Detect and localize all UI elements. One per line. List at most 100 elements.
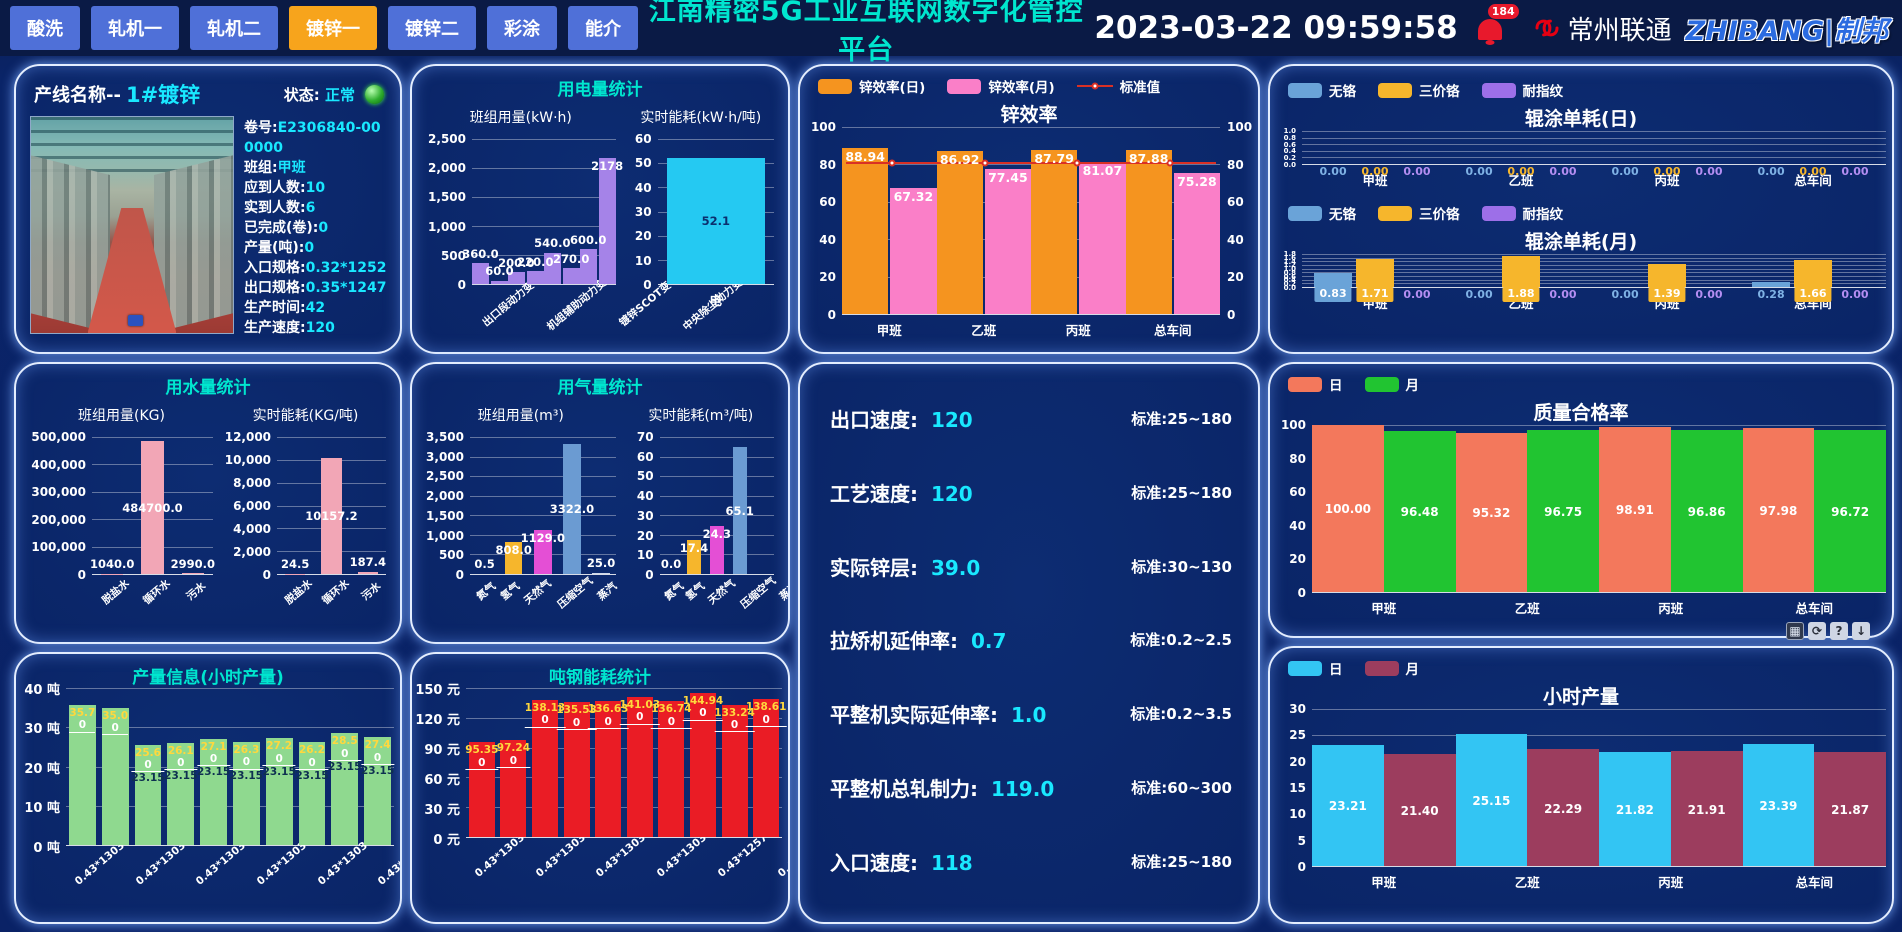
legend-item-月[interactable]: 月 xyxy=(1364,658,1419,678)
help-icon[interactable]: ? xyxy=(1830,622,1848,640)
bar xyxy=(1648,264,1686,287)
bar xyxy=(1173,173,1220,314)
notification-bell-icon[interactable]: 184 xyxy=(1477,4,1519,43)
bar xyxy=(504,542,523,574)
x-label: 氢气 xyxy=(498,580,522,603)
x-label: 污水 xyxy=(184,580,209,603)
legend-item-耐指纹[interactable]: 耐指纹 xyxy=(1481,80,1563,100)
panel-title-roller-day: 辊涂单耗(日) xyxy=(1524,108,1638,130)
legend-item-无铬[interactable]: 无铬 xyxy=(1288,80,1356,100)
nav-tab-彩涂[interactable]: 彩涂 xyxy=(487,6,557,50)
panel-title-zinc: 锌效率 xyxy=(1000,104,1058,126)
bar xyxy=(1502,255,1540,287)
line-name-label: 产线名称-- xyxy=(34,85,121,106)
quality-legend: 日月 xyxy=(1270,364,1892,396)
nav-tab-轧机一[interactable]: 轧机一 xyxy=(91,6,179,50)
x-label: 丙班 xyxy=(1065,323,1091,338)
legend-swatch xyxy=(1288,660,1322,676)
bar xyxy=(500,740,527,837)
legend-swatch xyxy=(818,78,852,94)
bar xyxy=(167,742,195,845)
bar xyxy=(1079,162,1126,314)
legend-item-无铬[interactable]: 无铬 xyxy=(1288,203,1356,223)
restore-icon[interactable]: ⟳ xyxy=(1808,622,1826,640)
x-label: 乙班 xyxy=(1508,173,1534,188)
x-label: 压缩空气 xyxy=(554,574,595,612)
nav-tab-能介[interactable]: 能介 xyxy=(568,6,638,50)
electric-usage-by-substation-chart: 2,500 2,000 1,500 1,000 500 0 360.0 60.0 200.0 22… xyxy=(420,132,745,349)
chart-subtitle: 实时能耗(m³/吨) xyxy=(648,408,754,424)
roller-coating-month-legend: 无铬 三价铬 耐指纹 xyxy=(1270,191,1892,225)
nav-tab-镀锌一[interactable]: 镀锌一 xyxy=(289,6,377,50)
bar xyxy=(331,733,359,845)
bar xyxy=(666,158,765,284)
legend-item-标准值[interactable]: 标准值 xyxy=(1076,76,1160,96)
bar xyxy=(842,147,889,314)
x-label: 氢气 xyxy=(683,580,707,603)
process-metrics-panel: 出口速度: 120 标准:25~180 工艺速度: 120 标准:25~180 实际锌层… xyxy=(798,362,1260,924)
legend-item-日[interactable]: 日 xyxy=(1288,658,1343,678)
water-usage-panel: 用水量统计 班组用量(KG) 500,000 400,000 300,000 200,… xyxy=(14,362,402,644)
panel-title-roller-month: 辊涂单耗(月) xyxy=(1524,231,1638,253)
legend-swatch xyxy=(1364,660,1399,676)
metric-row: 工艺速度: 120 标准:25~180 xyxy=(830,481,1232,506)
nav-tab-轧机二[interactable]: 轧机二 xyxy=(190,6,278,50)
legend-item-耐指纹[interactable]: 耐指纹 xyxy=(1481,203,1563,223)
info-field: 出口规格:0.35*1247 xyxy=(244,280,387,297)
quality-pass-rate-chart: 100 80 60 40 20 0 100.00 96.48 95.32 96.75 98.91 96… xyxy=(1270,418,1892,619)
bar xyxy=(563,443,581,574)
bar xyxy=(1670,430,1743,592)
data-view-icon[interactable]: ▦ xyxy=(1786,622,1804,640)
x-label: 丙班 xyxy=(1658,875,1684,890)
electric-realtime-consumption-chart: 60 50 40 30 20 10 0 52.1 电 xyxy=(622,132,780,349)
info-field: 应到人数:10 xyxy=(244,180,326,197)
legend-item-日[interactable]: 日 xyxy=(1288,374,1343,394)
bar xyxy=(626,696,653,837)
metric-row: 实际锌层: 39.0 标准:30~130 xyxy=(830,555,1232,580)
bar xyxy=(1383,754,1456,866)
legend-item-月[interactable]: 月 xyxy=(1364,374,1419,394)
x-label: 天然气 xyxy=(521,577,554,607)
save-image-icon[interactable]: ↓ xyxy=(1852,622,1870,640)
metric-row: 平整机实际延伸率: 1.0 标准:0.2~3.5 xyxy=(830,703,1232,728)
legend-item-锌效率(日)[interactable]: 锌效率(日) xyxy=(818,76,925,96)
bar xyxy=(1383,430,1456,592)
x-label: 0.43*1303 xyxy=(533,831,588,880)
header-right: 2023-03-22 09:59:58 184 常州联通 ZHIBANG|制邦 xyxy=(1094,4,1892,48)
nav-tab-镀锌二[interactable]: 镀锌二 xyxy=(388,6,476,50)
panel-title-electric: 用电量统计 xyxy=(557,80,643,100)
nav-tab-酸洗[interactable]: 酸洗 xyxy=(10,6,80,50)
bar xyxy=(1125,149,1172,314)
bar xyxy=(321,458,342,574)
bar xyxy=(101,707,129,845)
x-label: 脱盐水 xyxy=(100,577,133,607)
legend-item-三价铬[interactable]: 三价铬 xyxy=(1378,80,1460,100)
legend-swatch xyxy=(1288,82,1322,98)
info-field: 产量(吨):0 xyxy=(244,240,315,257)
bell-shape xyxy=(1477,19,1502,40)
bar xyxy=(68,704,96,845)
bar xyxy=(1031,149,1078,314)
bar xyxy=(1599,751,1671,866)
datetime: 2023-03-22 09:59:58 xyxy=(1094,10,1458,46)
x-label: 电 xyxy=(709,293,723,308)
x-label: 氮气 xyxy=(473,580,498,603)
x-label: 甲班 xyxy=(876,323,902,338)
bar xyxy=(690,693,716,837)
nav-tabs: 酸洗 轧机一 轧机二 镀锌一 镀锌二 彩涂 能介 xyxy=(10,6,638,50)
bar xyxy=(890,188,937,314)
bar xyxy=(526,271,544,284)
info-field: 已完成(卷):0 xyxy=(244,220,329,237)
bar xyxy=(265,738,293,845)
legend-item-锌效率(月)[interactable]: 锌效率(月) xyxy=(947,76,1055,96)
legend-item-三价铬[interactable]: 三价铬 xyxy=(1378,203,1460,223)
x-label: 氮气 xyxy=(662,580,686,603)
x-label: 循环水 xyxy=(319,577,352,607)
bar xyxy=(543,252,561,284)
x-label: 总车间 xyxy=(1794,173,1832,188)
bar xyxy=(1455,432,1528,592)
bar xyxy=(200,738,228,845)
process-metric-rows: 出口速度: 120 标准:25~180 工艺速度: 120 标准:25~180 实际锌层… xyxy=(800,364,1258,922)
telecom-logo: 常州联通 xyxy=(1532,10,1672,47)
